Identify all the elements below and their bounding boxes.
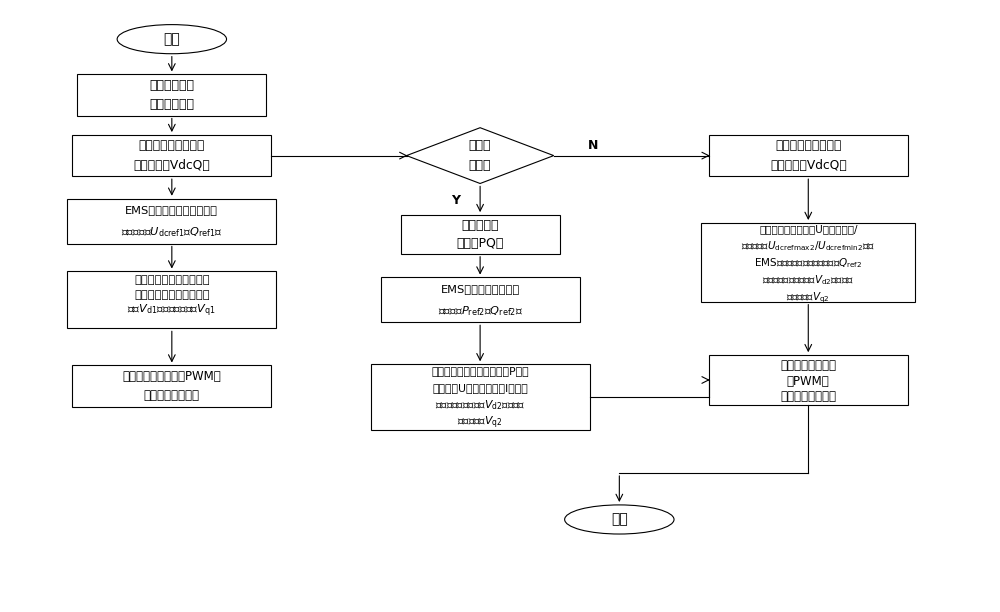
Text: 产生从站电压调节指令$V_\mathrm{d2}$和无功功: 产生从站电压调节指令$V_\mathrm{d2}$和无功功	[762, 274, 854, 288]
Text: 产生触发脉冲信号: 产生触发脉冲信号	[780, 390, 836, 403]
FancyBboxPatch shape	[401, 215, 560, 254]
Text: 压环控制U和电流环控制I产生从: 压环控制U和电流环控制I产生从	[432, 384, 528, 394]
Text: 站有功功率调节指令$V_\mathrm{d2}$和无功功: 站有功功率调节指令$V_\mathrm{d2}$和无功功	[435, 398, 525, 412]
Text: EMS向从站发送的无功功率指令$Q_\mathrm{ref2}$: EMS向从站发送的无功功率指令$Q_\mathrm{ref2}$	[754, 256, 862, 271]
Text: 系统是: 系统是	[469, 139, 491, 152]
Text: 化指令（$P_\mathrm{ref2}$和$Q_\mathrm{ref2}$）: 化指令（$P_\mathrm{ref2}$和$Q_\mathrm{ref2}$）	[438, 304, 523, 318]
FancyBboxPatch shape	[72, 365, 271, 406]
FancyBboxPatch shape	[701, 223, 915, 302]
Text: EMS向主站发送电压和无功: EMS向主站发送电压和无功	[125, 205, 218, 215]
Ellipse shape	[565, 505, 674, 534]
FancyBboxPatch shape	[381, 277, 580, 323]
FancyBboxPatch shape	[709, 135, 908, 176]
Text: 率调节指令$V_\mathrm{q2}$: 率调节指令$V_\mathrm{q2}$	[786, 290, 830, 305]
Text: Y: Y	[451, 194, 460, 207]
Text: 功率指令（$U_\mathrm{dcref1}$和$Q_\mathrm{ref1}$）: 功率指令（$U_\mathrm{dcref1}$和$Q_\mathrm{ref1…	[121, 225, 223, 239]
Text: 的主站和从站: 的主站和从站	[149, 97, 194, 111]
Text: 功率控制（VdcQ）: 功率控制（VdcQ）	[133, 159, 210, 172]
Text: 从站控制方式经功率环控制P、电: 从站控制方式经功率环控制P、电	[431, 367, 529, 376]
Text: N: N	[588, 140, 599, 152]
Text: 指令$V_\mathrm{d1}$和无功调节指令$V_\mathrm{q1}$: 指令$V_\mathrm{d1}$和无功调节指令$V_\mathrm{q1}$	[127, 303, 216, 319]
Text: 从站依据电压环控制U设定的上限/: 从站依据电压环控制U设定的上限/	[759, 225, 858, 234]
Text: 产生触发脉冲信号: 产生触发脉冲信号	[144, 389, 200, 402]
FancyBboxPatch shape	[72, 135, 271, 176]
Text: 下限电压（$U_\mathrm{dcrefmax2}$/$U_\mathrm{dcrefmin2}$）和: 下限电压（$U_\mathrm{dcrefmax2}$/$U_\mathrm{d…	[741, 240, 875, 253]
Ellipse shape	[117, 24, 227, 54]
Text: 从站定电压和定无功: 从站定电压和定无功	[775, 140, 841, 152]
FancyBboxPatch shape	[67, 199, 276, 244]
Text: 否稳态: 否稳态	[469, 159, 491, 173]
Text: 率调节指令$V_\mathrm{q2}$: 率调节指令$V_\mathrm{q2}$	[457, 414, 503, 431]
Text: 主站控制方式经外环和内: 主站控制方式经外环和内	[134, 275, 210, 285]
Polygon shape	[407, 128, 554, 184]
Text: 控制（PQ）: 控制（PQ）	[456, 237, 504, 250]
FancyBboxPatch shape	[67, 272, 276, 329]
Text: 主站定电压和定无功: 主站定电压和定无功	[139, 140, 205, 152]
FancyBboxPatch shape	[371, 364, 590, 430]
FancyBboxPatch shape	[77, 74, 266, 116]
FancyBboxPatch shape	[709, 355, 908, 405]
Text: 从站定功率: 从站定功率	[461, 219, 499, 232]
Text: 开始: 开始	[163, 32, 180, 46]
Text: EMS向从站发送功率优: EMS向从站发送功率优	[440, 284, 520, 294]
Text: 主站脉冲宽度调制（PWM）: 主站脉冲宽度调制（PWM）	[122, 370, 221, 383]
Text: 结束: 结束	[611, 512, 628, 526]
Text: 环控制产生主站电压调节: 环控制产生主站电压调节	[134, 290, 210, 300]
Text: 确定配网系统: 确定配网系统	[149, 80, 194, 92]
Text: 功率控制（VdcQ）: 功率控制（VdcQ）	[770, 159, 847, 172]
Text: （PWM）: （PWM）	[787, 375, 830, 387]
Text: 从站脉冲宽度调制: 从站脉冲宽度调制	[780, 359, 836, 372]
